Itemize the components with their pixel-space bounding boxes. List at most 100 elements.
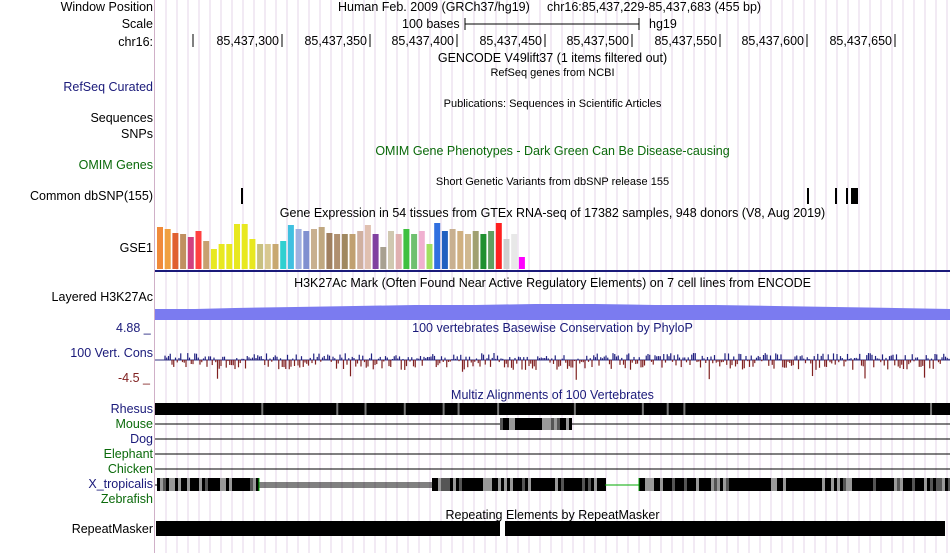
sequences-label[interactable]: Sequences — [90, 111, 153, 125]
gtex-bar — [218, 244, 225, 269]
gtex-bar — [157, 227, 163, 269]
alignment-block — [459, 478, 462, 491]
alignment-block — [492, 478, 495, 491]
alignment-block — [190, 478, 193, 491]
gtex-bar — [326, 233, 333, 269]
alignment-block — [897, 478, 900, 491]
position-readout[interactable]: chr16:85,437,229-85,437,683 (455 bp) — [547, 0, 762, 14]
alignment-block — [512, 418, 515, 430]
alignment-block — [534, 478, 537, 491]
gtex-bar — [295, 229, 302, 269]
alignment-block — [208, 478, 211, 491]
alignment-block — [450, 478, 453, 491]
phylop-label[interactable]: 100 Vert. Cons — [70, 346, 153, 360]
gtex-bar — [172, 233, 179, 269]
alignment-block — [528, 478, 531, 491]
gtex-track[interactable] — [155, 221, 950, 273]
gtex-title: Gene Expression in 54 tissues from GTEx … — [279, 206, 826, 220]
alignment-block — [501, 478, 504, 491]
alignment-block — [900, 478, 903, 491]
alignment-block — [155, 403, 950, 415]
alignment-block — [456, 478, 459, 491]
species-dog[interactable]: Dog — [130, 432, 153, 446]
snps-label[interactable]: SNPs — [121, 127, 153, 141]
dbsnp-label[interactable]: Common dbSNP(155) — [30, 189, 153, 203]
gtex-bar — [257, 244, 264, 269]
gtex-bar — [311, 229, 317, 269]
alignment-block — [762, 478, 765, 491]
alignment-block — [744, 478, 747, 491]
alignment-block — [166, 478, 169, 491]
alignment-block — [441, 478, 444, 491]
omim-title: OMIM Gene Phenotypes - Dark Green Can Be… — [375, 144, 730, 158]
alignment-block — [503, 418, 506, 430]
dbsnp-title: Short Genetic Variants from dbSNP releas… — [435, 176, 670, 188]
phylop-track[interactable] — [155, 340, 950, 385]
alignment-block — [522, 478, 525, 491]
alignment-block — [828, 478, 831, 491]
species-zebrafish[interactable]: Zebrafish — [100, 492, 153, 506]
omim-label[interactable]: OMIM Genes — [78, 158, 153, 172]
alignment-gap — [573, 403, 576, 415]
alignment-block — [663, 478, 666, 491]
scale-bar — [464, 18, 640, 30]
alignment-gap — [930, 403, 933, 415]
repeatmasker-track[interactable] — [155, 521, 950, 537]
alignment-block — [557, 418, 560, 430]
label-divider — [154, 0, 155, 553]
alignment-block — [924, 478, 927, 491]
gtex-bar — [164, 229, 171, 269]
ruler[interactable]: 85,437,300 85,437,350 85,437,400 85,437,450… — [155, 33, 950, 50]
snp-mark — [241, 188, 243, 204]
alignment-block — [711, 478, 714, 491]
alignment-block — [566, 418, 569, 430]
dbsnp-track[interactable] — [155, 187, 950, 205]
alignment-block — [756, 478, 759, 491]
gtex-bar — [411, 234, 418, 269]
species-chicken[interactable]: Chicken — [107, 462, 153, 476]
alignment-block — [822, 478, 825, 491]
alignment-block — [247, 478, 250, 491]
repeatmasker-label[interactable]: RepeatMasker — [71, 522, 153, 536]
alignment-block — [894, 478, 897, 491]
alignment-block — [509, 418, 512, 430]
alignment-block — [477, 478, 480, 491]
alignment-block — [175, 478, 178, 491]
alignment-block — [518, 418, 521, 430]
alignment-block — [435, 478, 438, 491]
alignment-block — [545, 418, 548, 430]
alignment-block — [867, 478, 870, 491]
ruler-tick-label: 85,437,550 — [654, 34, 717, 48]
alignment-gap — [497, 403, 500, 415]
alignment-block — [831, 478, 834, 491]
alignment-block — [474, 478, 477, 491]
alignment-block — [747, 478, 750, 491]
alignment-block — [214, 478, 217, 491]
gtex-bar — [241, 224, 248, 269]
alignment-block — [699, 478, 702, 491]
alignment-block — [560, 418, 563, 430]
alignment-block — [888, 478, 891, 491]
gtex-bar — [388, 231, 394, 269]
alignment-block — [690, 478, 693, 491]
alignment-block — [720, 478, 723, 491]
alignment-block — [561, 478, 564, 491]
species-x-tropicalis[interactable]: X_tropicalis — [88, 477, 153, 491]
gtex-bar — [226, 244, 233, 269]
gtex-label[interactable]: GSE1 — [119, 241, 153, 255]
alignment-block — [564, 478, 567, 491]
gtex-bar — [210, 249, 217, 269]
refseq-title: RefSeq genes from NCBI — [490, 67, 615, 79]
species-rhesus[interactable]: Rhesus — [110, 402, 153, 416]
h3k27ac-track[interactable] — [155, 296, 950, 321]
multiz-track[interactable] — [155, 401, 950, 495]
species-mouse[interactable]: Mouse — [115, 417, 153, 431]
h3k27ac-label[interactable]: Layered H3K27Ac — [51, 290, 153, 304]
alignment-block — [160, 478, 163, 491]
alignment-block — [178, 478, 181, 491]
alignment-block — [495, 478, 498, 491]
refseq-label[interactable]: RefSeq Curated — [63, 80, 153, 94]
phylop-min: -4.5 _ — [118, 371, 150, 385]
alignment-block — [648, 478, 651, 491]
species-elephant[interactable]: Elephant — [103, 447, 153, 461]
